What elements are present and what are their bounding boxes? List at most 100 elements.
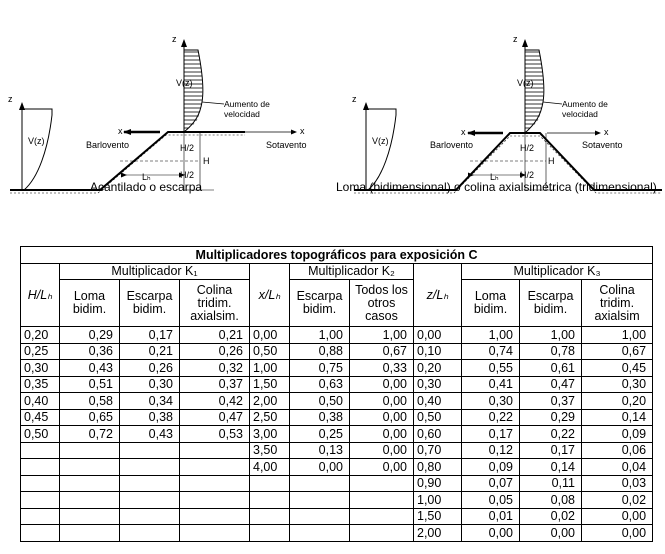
table-cell: 0,01 xyxy=(461,507,520,525)
x-label-downwind: x xyxy=(604,127,609,137)
table-cell: 0,02 xyxy=(519,507,582,525)
table-cell xyxy=(20,458,60,475)
table-cell xyxy=(20,491,60,508)
table-cell xyxy=(59,524,120,542)
table-cell: 0,08 xyxy=(519,491,582,508)
z-label-upwind: z xyxy=(352,94,357,104)
table-cell: 1,00 xyxy=(349,326,414,343)
table-cell: 0,26 xyxy=(119,359,180,376)
table-cell: 0,47 xyxy=(519,375,582,393)
table-cell xyxy=(349,491,414,508)
table-cell xyxy=(249,507,290,525)
header-k1-escarpa: Escarpa bidim. xyxy=(119,279,180,327)
table-cell: 0,38 xyxy=(119,408,180,426)
header-k3-escarpa: Escarpa bidim. xyxy=(519,279,582,327)
speed-up-label-line2: velocidad xyxy=(562,109,598,119)
table-cell xyxy=(349,524,414,542)
table-row: 0,50 0,72 0,43 0,53 3,00 0,25 0,00 0,60 0,17 0,22… xyxy=(20,425,654,442)
table-cell: 0,20 xyxy=(413,359,462,376)
table-cell: 0,22 xyxy=(461,408,520,426)
table-cell xyxy=(20,441,60,459)
table-cell xyxy=(20,507,60,525)
table-cell xyxy=(59,441,120,459)
table-cell: 0,04 xyxy=(580,458,654,475)
table-cell xyxy=(289,474,350,492)
table-cell: 0,42 xyxy=(179,392,250,409)
table-cell: 0,00 xyxy=(349,425,414,442)
table-cell: 0,30 xyxy=(20,359,60,376)
table-cell xyxy=(179,491,250,508)
table-cell: 0,30 xyxy=(580,375,654,393)
table-cell: 1,00 xyxy=(249,359,290,376)
table-cell: 0,00 xyxy=(349,392,414,409)
x-label-upwind: x xyxy=(118,126,123,136)
half-height-label-upper: H/2 xyxy=(180,143,194,153)
table-cell: 0,05 xyxy=(461,491,520,508)
table-cell: 0,20 xyxy=(580,392,654,409)
table-cell xyxy=(179,441,250,459)
table-row: 3,50 0,13 0,00 0,70 0,12 0,17 0,06 xyxy=(20,441,654,459)
header-group-k3: Multiplicador K₃ xyxy=(460,262,654,280)
table-row: 4,00 0,00 0,00 0,80 0,09 0,14 0,04 xyxy=(20,458,654,475)
table-cell: 0,20 xyxy=(20,326,60,343)
table-cell: 0,61 xyxy=(519,359,582,376)
table-cell: 0,21 xyxy=(119,342,180,360)
vz-label-upwind: V(z) xyxy=(28,136,45,146)
table-cell xyxy=(119,474,180,492)
table-cell: 0,00 xyxy=(413,326,462,343)
table-cell: 0,55 xyxy=(461,359,520,376)
table-cell: 3,50 xyxy=(249,441,290,459)
table-cell: 0,33 xyxy=(349,359,414,376)
downwind-label: Sotavento xyxy=(582,140,623,150)
table-row: 0,30 0,43 0,26 0,32 1,00 0,75 0,33 0,20 0,55 0,61… xyxy=(20,359,654,376)
table-cell: 0,02 xyxy=(580,491,654,508)
table-cell: 0,63 xyxy=(289,375,350,393)
table-cell: 1,50 xyxy=(413,507,462,525)
header-group-k2: Multiplicador K₂ xyxy=(289,262,414,280)
table-row: 0,40 0,58 0,34 0,42 2,00 0,50 0,00 0,40 0,30 0,37… xyxy=(20,392,654,409)
table-cell: 2,00 xyxy=(413,524,462,542)
table-cell: 2,00 xyxy=(249,392,290,409)
table-cell: 0,00 xyxy=(349,408,414,426)
table-cell: 0,37 xyxy=(519,392,582,409)
table-cell: 0,58 xyxy=(59,392,120,409)
table-cell: 0,67 xyxy=(580,342,654,360)
x-label-upwind: x xyxy=(461,127,466,137)
lh-label: Lₕ xyxy=(490,172,499,182)
table-body: 0,20 0,29 0,17 0,21 0,00 1,00 1,00 0,00 1,00 1,00… xyxy=(20,326,654,542)
table-cell: 0,72 xyxy=(59,425,120,442)
table-cell: 0,00 xyxy=(349,375,414,393)
table-cell xyxy=(349,474,414,492)
table-cell: 0,00 xyxy=(580,507,654,525)
height-label: H xyxy=(548,156,555,166)
table-cell: 0,00 xyxy=(519,524,582,542)
header-k3-colina: Colina tridim. axialsim xyxy=(580,279,654,327)
table-cell: 0,00 xyxy=(289,458,350,475)
table-cell xyxy=(20,474,60,492)
table-cell: 0,10 xyxy=(413,342,462,360)
topographic-multipliers-table: Multiplicadores topográficos para exposi… xyxy=(19,246,654,542)
table-cell: 0,30 xyxy=(461,392,520,409)
table-cell: 1,00 xyxy=(580,326,654,343)
table-cell: 0,09 xyxy=(580,425,654,442)
table-cell xyxy=(249,474,290,492)
table-cell xyxy=(59,474,120,492)
table-cell xyxy=(59,458,120,475)
hill-diagram: z V(z) z V(z) Aumento de velocidad x x B… xyxy=(352,34,662,194)
table-row: 0,25 0,36 0,21 0,26 0,50 0,88 0,67 0,10 0,74 0,78… xyxy=(20,342,654,360)
table-cell: 0,60 xyxy=(413,425,462,442)
table-cell: 0,14 xyxy=(580,408,654,426)
table-cell xyxy=(119,491,180,508)
table-cell xyxy=(179,507,250,525)
table-cell xyxy=(59,507,120,525)
table-cell: 1,00 xyxy=(413,491,462,508)
table-cell xyxy=(119,441,180,459)
table-cell xyxy=(179,474,250,492)
escarpment-diagram: z V(z) z V(z) Aumento de velocidad x x B… xyxy=(8,34,307,194)
table-cell: 0,07 xyxy=(461,474,520,492)
vz-label-crest: V(z) xyxy=(517,78,534,88)
table-cell: 0,45 xyxy=(580,359,654,376)
table-cell: 2,50 xyxy=(249,408,290,426)
table-cell: 0,47 xyxy=(179,408,250,426)
table-cell: 0,65 xyxy=(59,408,120,426)
